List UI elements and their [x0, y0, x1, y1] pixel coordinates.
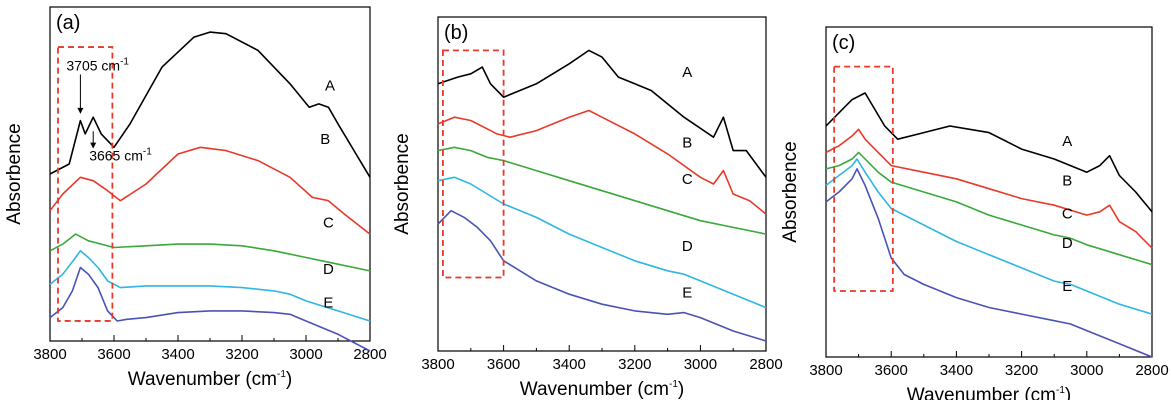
series-line-1 [437, 49, 767, 178]
panel-label: (b) [444, 22, 468, 44]
series-line-1 [825, 92, 1153, 213]
y-axis-label: Absorbence [4, 123, 25, 224]
x-tick-label: 3800 [421, 356, 454, 373]
series-line-2 [49, 146, 371, 235]
series-line-5 [49, 266, 371, 352]
highlight-box [57, 46, 114, 322]
series-line-3 [437, 146, 767, 235]
x-tick-label: 3200 [1005, 362, 1038, 379]
annotation-arrowhead [77, 107, 84, 114]
y-axis-label: Absorbence [780, 141, 801, 242]
panel-c: 3800 3600 3400 3200 3000 2800 Wavenumber (cm-1… [780, 26, 1169, 400]
panel-b: 3800 3600 3400 3200 3000 2800 Wavenumber (cm-1… [392, 16, 783, 400]
series-label: D [1062, 235, 1073, 252]
series-line-3 [825, 151, 1153, 266]
peak-annotation: 3705 cm-1 [66, 56, 129, 73]
series-line-4 [49, 250, 371, 322]
x-tick-label: 3000 [289, 346, 322, 363]
x-tick-label: 3600 [875, 362, 908, 379]
x-axis-label: Wavenumber (cm-1) [907, 385, 1071, 400]
series-line-3 [49, 233, 371, 272]
x-tick-label: 3000 [1070, 362, 1103, 379]
x-tick-label: 3800 [33, 346, 66, 363]
series-label: C [1062, 205, 1073, 222]
panel-label: (a) [56, 12, 80, 34]
series-label: C [682, 171, 693, 188]
highlight-box [833, 65, 894, 292]
panel-label: (c) [832, 32, 855, 54]
plot-frame [437, 16, 767, 352]
highlight-box [442, 49, 505, 279]
series-line-4 [825, 158, 1153, 315]
x-axis-label: Wavenumber (cm-1) [128, 369, 292, 390]
x-tick-label: 2800 [1135, 362, 1168, 379]
series-label: E [1062, 278, 1072, 295]
x-tick-label: 3800 [809, 362, 842, 379]
series-label: D [682, 238, 693, 255]
series-label: B [320, 131, 330, 148]
series-line-1 [49, 31, 371, 178]
panel-a: 3800 3600 3400 3200 3000 2800 Wavenumber (cm-1… [4, 6, 387, 390]
x-tick-label: 3200 [618, 356, 651, 373]
x-tick-label: 2800 [749, 356, 782, 373]
x-tick-label: 2800 [353, 346, 386, 363]
annotation-arrowhead [90, 142, 97, 149]
x-tick-label: 3000 [684, 356, 717, 373]
series-label: A [325, 78, 335, 95]
x-tick-label: 3400 [940, 362, 973, 379]
peak-annotation: 3665 cm-1 [89, 147, 152, 164]
series-line-2 [825, 128, 1153, 249]
series-label: E [323, 295, 333, 312]
x-tick-label: 3200 [225, 346, 258, 363]
series-label: A [682, 64, 692, 81]
series-label: B [1062, 172, 1072, 189]
y-axis-label: Absorbence [392, 133, 413, 234]
series-line-5 [437, 209, 767, 342]
series-label: B [682, 134, 692, 151]
x-tick-label: 3600 [487, 356, 520, 373]
series-label: D [323, 261, 334, 278]
series-label: E [682, 285, 692, 302]
x-axis-label: Wavenumber (cm-1) [520, 379, 684, 400]
series-line-4 [437, 176, 767, 309]
series-label: A [1062, 133, 1072, 150]
series-line-2 [437, 109, 767, 215]
x-tick-label: 3400 [553, 356, 586, 373]
x-tick-label: 3400 [161, 346, 194, 363]
series-line-5 [825, 168, 1153, 358]
series-label: C [323, 214, 334, 231]
x-tick-label: 3600 [97, 346, 130, 363]
